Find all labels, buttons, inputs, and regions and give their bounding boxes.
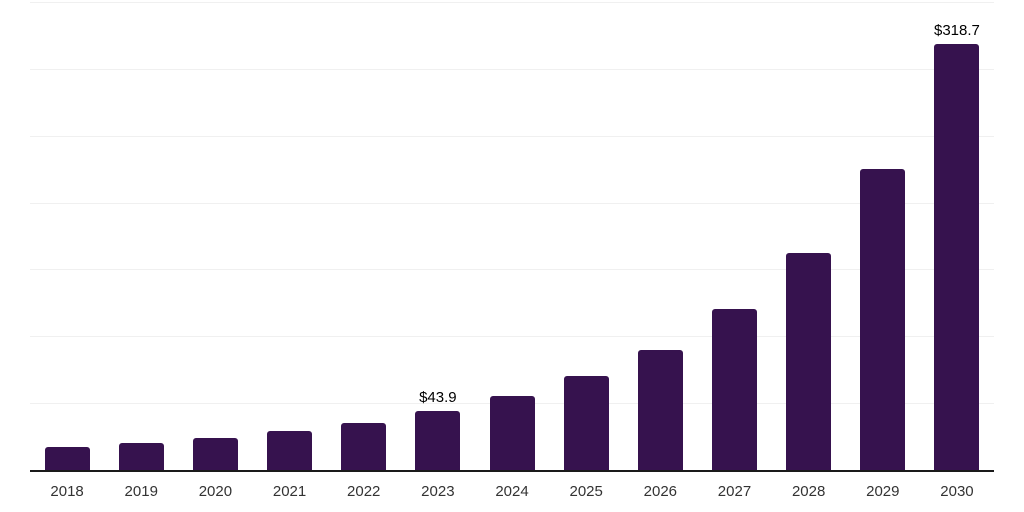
gridline [30, 68, 994, 70]
bar-band-2023: $43.9 [401, 2, 475, 470]
bar-band-2027 [697, 2, 771, 470]
bar-band-2018 [30, 2, 104, 470]
x-axis-line [30, 470, 994, 472]
bar-band-2030: $318.7 [920, 2, 994, 470]
bar-value-label-2030: $318.7 [934, 21, 980, 39]
bar-2030 [934, 43, 980, 470]
gridline [30, 2, 994, 3]
x-tick-label-2025: 2025 [569, 483, 603, 500]
bar-2028 [786, 253, 832, 470]
bar-band-2026 [623, 2, 697, 470]
bar-value-label-2023: $43.9 [419, 389, 457, 407]
bar-band-2028 [772, 2, 846, 470]
x-tick-label-2024: 2024 [495, 483, 529, 500]
bar-2026 [637, 349, 683, 470]
x-tick-label-2030: 2030 [940, 483, 974, 500]
bar-2029 [860, 169, 906, 470]
bar-bands: $43.9 $318.7 [30, 2, 994, 470]
bar-2023 [415, 411, 461, 470]
bar-band-2029 [846, 2, 920, 470]
x-tick-label-2027: 2027 [717, 483, 752, 500]
bar-band-2025 [549, 2, 623, 470]
bar-2020 [192, 438, 238, 470]
x-tick-label-2020: 2020 [198, 483, 233, 500]
plot-area: $43.9 $318.7 [30, 2, 994, 472]
gridline [30, 202, 994, 204]
x-axis-tick-labels: 2018 2019 2020 2021 2022 2023 2024 2025 2026 2027… [30, 483, 994, 501]
bar-band-2019 [104, 2, 178, 470]
bar-band-2024 [475, 2, 549, 470]
bar-2018 [44, 447, 90, 470]
x-tick-label-2023: 2023 [421, 483, 455, 500]
bar-2021 [267, 430, 313, 470]
gridline [30, 336, 994, 338]
x-tick-label-2018: 2018 [50, 483, 84, 500]
x-tick-label-2022: 2022 [347, 483, 381, 500]
x-tick-label-2026: 2026 [643, 483, 678, 500]
x-tick-label-2021: 2021 [272, 483, 307, 500]
bar-2022 [341, 422, 387, 470]
x-tick-label-2019: 2019 [124, 483, 158, 500]
bar-band-2020 [178, 2, 252, 470]
bar-band-2021 [252, 2, 326, 470]
bar-2019 [118, 442, 164, 470]
x-tick-label-2028: 2028 [791, 483, 826, 500]
bar-2024 [489, 396, 535, 470]
gridline [30, 269, 994, 271]
x-tick-label-2029: 2029 [866, 483, 900, 500]
gridline [30, 135, 994, 137]
bar-2027 [711, 309, 757, 470]
bar-2025 [563, 375, 609, 470]
bar-band-2022 [327, 2, 401, 470]
